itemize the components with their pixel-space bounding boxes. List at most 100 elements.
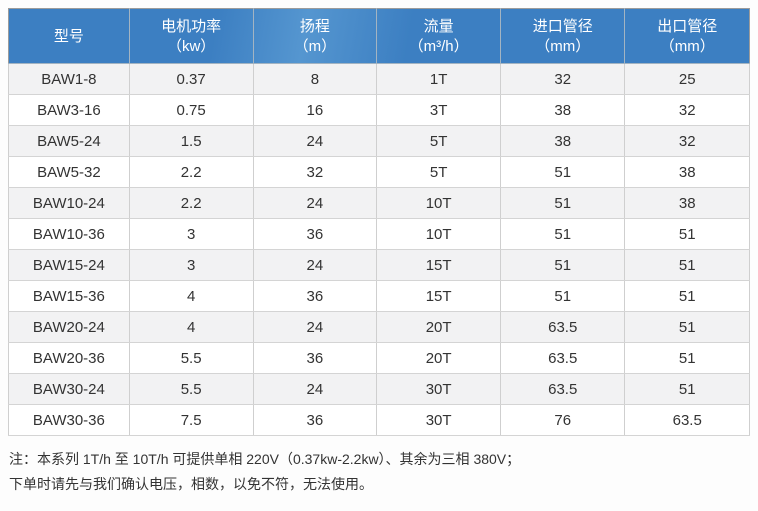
value-cell: 0.37	[128, 63, 254, 95]
value-cell: 51	[624, 311, 750, 343]
value-cell: 51	[499, 156, 626, 188]
column-header-outlet-diameter: 出口管径 （mm）	[624, 8, 750, 64]
model-cell: BAW10-36	[8, 218, 130, 250]
value-cell: 63.5	[499, 342, 626, 374]
value-cell: 32	[624, 125, 750, 157]
table-row: BAW15-24 3 24 15T 51 51	[8, 249, 750, 281]
table-row: BAW3-16 0.75 16 3T 38 32	[8, 94, 750, 126]
model-cell: BAW20-24	[8, 311, 130, 343]
value-cell: 51	[624, 342, 750, 374]
column-unit: （m³/h）	[408, 38, 469, 55]
table-row: BAW5-32 2.2 32 5T 51 38	[8, 156, 750, 188]
value-cell: 51	[624, 218, 750, 250]
value-cell: 36	[252, 404, 378, 436]
value-cell: 5T	[376, 125, 501, 157]
value-cell: 16	[252, 94, 378, 126]
value-cell: 5.5	[128, 342, 254, 374]
value-cell: 51	[624, 249, 750, 281]
value-cell: 3	[128, 249, 254, 281]
value-cell: 51	[624, 373, 750, 405]
model-cell: BAW5-24	[8, 125, 130, 157]
value-cell: 4	[128, 311, 254, 343]
column-label: 进口管径	[532, 18, 593, 35]
value-cell: 38	[624, 187, 750, 219]
table-row: BAW20-24 4 24 20T 63.5 51	[8, 311, 750, 343]
table-row: BAW30-36 7.5 36 30T 76 63.5	[8, 404, 750, 436]
value-cell: 76	[499, 404, 626, 436]
table-row: BAW5-24 1.5 24 5T 38 32	[8, 125, 750, 157]
column-unit: （m）	[293, 38, 337, 55]
model-cell: BAW5-32	[8, 156, 130, 188]
footnotes: 注：本系列 1T/h 至 10T/h 可提供单相 220V（0.37kw-2.2…	[8, 436, 750, 511]
model-cell: BAW3-16	[8, 94, 130, 126]
model-cell: BAW1-8	[8, 63, 130, 95]
value-cell: 51	[624, 280, 750, 312]
value-cell: 63.5	[499, 311, 626, 343]
value-cell: 32	[252, 156, 378, 188]
value-cell: 36	[252, 342, 378, 374]
value-cell: 4	[128, 280, 254, 312]
note-line-1: 注：本系列 1T/h 至 10T/h 可提供单相 220V（0.37kw-2.2…	[9, 451, 521, 467]
value-cell: 20T	[376, 342, 501, 374]
table-row: BAW15-36 4 36 15T 51 51	[8, 280, 750, 312]
column-label: 出口管径	[657, 18, 718, 35]
column-unit: （kw）	[166, 38, 216, 55]
column-label: 电机功率	[161, 18, 222, 35]
table-row: BAW30-24 5.5 24 30T 63.5 51	[8, 373, 750, 405]
value-cell: 15T	[376, 249, 501, 281]
column-label: 型号	[53, 27, 84, 45]
value-cell: 51	[499, 249, 626, 281]
table-row: BAW20-36 5.5 36 20T 63.5 51	[8, 342, 750, 374]
table-body: BAW1-8 0.37 8 1T 32 25 BAW3-16 0.75 16 3T 38 32 BAW5…	[8, 63, 750, 436]
value-cell: 25	[624, 63, 750, 95]
table-row: BAW1-8 0.37 8 1T 32 25	[8, 63, 750, 95]
value-cell: 51	[499, 218, 626, 250]
value-cell: 30T	[376, 373, 501, 405]
model-cell: BAW15-36	[8, 280, 130, 312]
value-cell: 5T	[376, 156, 501, 188]
value-cell: 24	[252, 125, 378, 157]
value-cell: 3	[128, 218, 254, 250]
value-cell: 24	[252, 187, 378, 219]
value-cell: 15T	[376, 280, 501, 312]
value-cell: 63.5	[624, 404, 750, 436]
value-cell: 63.5	[499, 373, 626, 405]
column-header-power: 电机功率 （kw）	[128, 8, 254, 64]
value-cell: 32	[499, 63, 626, 95]
value-cell: 38	[624, 156, 750, 188]
value-cell: 51	[499, 187, 626, 219]
value-cell: 20T	[376, 311, 501, 343]
model-cell: BAW15-24	[8, 249, 130, 281]
value-cell: 3T	[376, 94, 501, 126]
table-row: BAW10-36 3 36 10T 51 51	[8, 218, 750, 250]
column-label: 扬程	[299, 18, 330, 35]
column-unit: （mm）	[535, 38, 591, 55]
column-header-model: 型号	[8, 8, 130, 64]
value-cell: 2.2	[128, 187, 254, 219]
column-unit: （mm）	[659, 38, 715, 55]
value-cell: 32	[624, 94, 750, 126]
value-cell: 7.5	[128, 404, 254, 436]
value-cell: 36	[252, 280, 378, 312]
value-cell: 38	[499, 94, 626, 126]
value-cell: 36	[252, 218, 378, 250]
value-cell: 24	[252, 373, 378, 405]
value-cell: 8	[252, 63, 378, 95]
pump-spec-table: 型号 电机功率 （kw） 扬程 （m） 流量 （m³/h） 进口管径 （m	[8, 8, 750, 436]
value-cell: 24	[252, 311, 378, 343]
column-header-inlet-diameter: 进口管径 （mm）	[499, 8, 626, 64]
note-line-2: 下单时请先与我们确认电压，相数，以免不符，无法使用。	[9, 476, 373, 492]
header-row: 型号 电机功率 （kw） 扬程 （m） 流量 （m³/h） 进口管径 （m	[8, 8, 750, 64]
model-cell: BAW30-36	[8, 404, 130, 436]
model-cell: BAW20-36	[8, 342, 130, 374]
table-header: 型号 电机功率 （kw） 扬程 （m） 流量 （m³/h） 进口管径 （m	[8, 8, 750, 64]
value-cell: 1T	[376, 63, 501, 95]
column-label: 流量	[423, 18, 454, 35]
value-cell: 0.75	[128, 94, 254, 126]
value-cell: 24	[252, 249, 378, 281]
value-cell: 38	[499, 125, 626, 157]
value-cell: 10T	[376, 218, 501, 250]
value-cell: 10T	[376, 187, 501, 219]
model-cell: BAW10-24	[8, 187, 130, 219]
